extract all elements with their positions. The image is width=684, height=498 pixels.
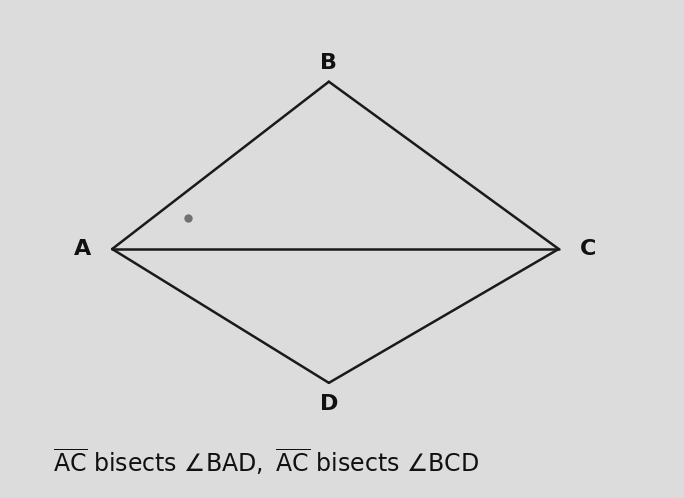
Text: $\overline{\mathsf{AC}}$$\mathsf{\ bisects\ \angle BAD,\ }$$\overline{\mathsf{AC: $\overline{\mathsf{AC}}$$\mathsf{\ bisec… (53, 446, 479, 477)
Text: C: C (580, 239, 596, 259)
Text: B: B (320, 53, 337, 73)
Text: A: A (74, 239, 91, 259)
Text: D: D (319, 394, 338, 414)
